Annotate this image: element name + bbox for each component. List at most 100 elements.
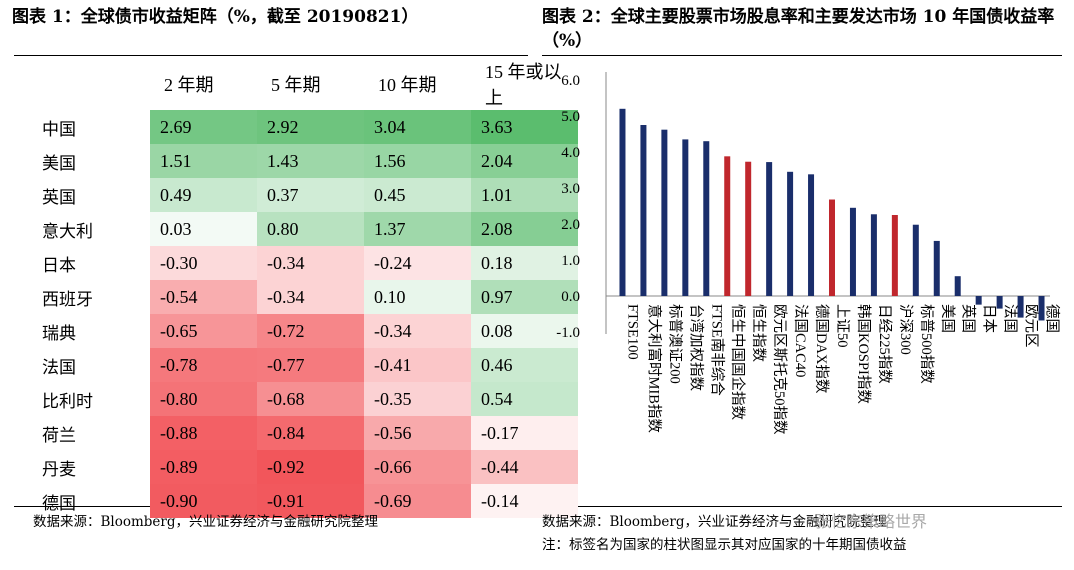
y-tick-label: 1.0 bbox=[561, 253, 580, 269]
value-cell: -0.80 bbox=[150, 382, 257, 416]
x-category-label: FTSE南非综合 bbox=[708, 304, 725, 396]
x-category-label: 韩国KOSPI指数 bbox=[855, 304, 872, 404]
column-header: 10 年期 bbox=[378, 75, 437, 95]
value-cell: -0.24 bbox=[364, 246, 471, 280]
row-label: 法国 bbox=[42, 357, 76, 378]
row-label: 意大利 bbox=[42, 221, 93, 242]
bar bbox=[933, 240, 940, 296]
x-category-label: 法国 bbox=[1002, 304, 1019, 333]
value-cell: -0.68 bbox=[257, 382, 364, 416]
bar bbox=[975, 296, 982, 305]
x-category-label: 沪深300 bbox=[897, 304, 914, 355]
table-row: 美国 1.51 1.43 1.56 2.04 bbox=[14, 144, 578, 178]
value-cell: -0.30 bbox=[150, 246, 257, 280]
value-cell: 1.43 bbox=[257, 144, 364, 178]
bar bbox=[745, 161, 752, 296]
value-cell: -0.90 bbox=[150, 484, 257, 518]
column-header: 15 年或以上 bbox=[485, 62, 562, 108]
value-cell: -0.91 bbox=[257, 484, 364, 518]
bar bbox=[1038, 296, 1045, 321]
bar bbox=[954, 276, 961, 296]
x-category-label: 法国CAC40 bbox=[792, 304, 809, 377]
bar bbox=[829, 199, 835, 296]
value-cell: 0.97 bbox=[471, 280, 578, 314]
bar bbox=[912, 224, 919, 296]
y-tick-label: 6.0 bbox=[561, 73, 580, 89]
x-category-label: 日本 bbox=[981, 304, 998, 333]
bar bbox=[996, 296, 1003, 309]
value-cell: -0.34 bbox=[257, 280, 364, 314]
value-cell: 1.37 bbox=[364, 212, 471, 246]
watermark-text: 张忆东策略世界 bbox=[815, 512, 928, 531]
value-cell: 1.01 bbox=[471, 178, 578, 212]
y-tick-label: 0.0 bbox=[561, 289, 580, 305]
table-row: 比利时 -0.80 -0.68 -0.35 0.54 bbox=[14, 382, 578, 416]
value-cell: 0.46 bbox=[471, 348, 578, 382]
row-label: 荷兰 bbox=[42, 425, 76, 446]
x-category-label: 恒生中国国企指数 bbox=[729, 304, 747, 420]
right-chart-note: 注：标签名为国家的柱状图显示其对应国家的十年期国债收益 bbox=[542, 537, 907, 553]
column-header: 5 年期 bbox=[271, 75, 321, 95]
value-cell: -0.69 bbox=[364, 484, 471, 518]
value-cell: -0.89 bbox=[150, 450, 257, 484]
bar bbox=[619, 108, 626, 296]
value-cell: 0.08 bbox=[471, 314, 578, 348]
value-cell: -0.35 bbox=[364, 382, 471, 416]
table-row: 西班牙 -0.54 -0.34 0.10 0.97 bbox=[14, 280, 578, 314]
value-cell: 0.49 bbox=[150, 178, 257, 212]
dividend-yield-bar-chart: 6.0 5.0 4.0 3.0 2.0 1.0 0.0 -1.0 FTSE100 意大利富时MIB… bbox=[556, 72, 1061, 435]
bar bbox=[870, 214, 877, 296]
y-tick-label: 3.0 bbox=[561, 181, 580, 197]
x-category-label: 意大利富时MIB指数 bbox=[645, 304, 663, 433]
row-label: 比利时 bbox=[42, 391, 93, 412]
value-cell: -0.54 bbox=[150, 280, 257, 314]
bar bbox=[891, 215, 898, 296]
value-cell: 3.63 bbox=[471, 110, 578, 144]
bar bbox=[787, 171, 794, 296]
x-category-label: 日经225指数 bbox=[876, 304, 893, 384]
value-cell: 0.10 bbox=[364, 280, 471, 314]
right-top-rule bbox=[542, 55, 1062, 56]
value-cell: 0.18 bbox=[471, 246, 578, 280]
row-label: 丹麦 bbox=[42, 459, 76, 480]
column-header: 2 年期 bbox=[164, 75, 214, 95]
yield-heatmap-table: 2 年期 5 年期 10 年期 15 年或以上 中国 2.69 2.92 3.04 3.… bbox=[14, 58, 578, 518]
value-cell: -0.78 bbox=[150, 348, 257, 382]
value-cell: -0.84 bbox=[257, 416, 364, 450]
table-row: 英国 0.49 0.37 0.45 1.01 bbox=[14, 178, 578, 212]
x-category-label: 美国 bbox=[939, 304, 956, 333]
value-cell: -0.41 bbox=[364, 348, 471, 382]
value-cell: 0.54 bbox=[471, 382, 578, 416]
bar bbox=[849, 207, 856, 296]
right-source-note: 数据来源：Bloomberg，兴业证券经济与金融研究院整理 bbox=[542, 514, 888, 530]
value-cell: -0.44 bbox=[471, 450, 578, 484]
value-cell: -0.65 bbox=[150, 314, 257, 348]
row-label: 美国 bbox=[42, 153, 76, 174]
x-category-label: 英国 bbox=[960, 304, 978, 333]
value-cell: -0.77 bbox=[257, 348, 364, 382]
x-category-label: 台湾加权指数 bbox=[687, 304, 704, 391]
row-label: 瑞典 bbox=[42, 323, 76, 344]
x-category-label: 欧元区 bbox=[1023, 304, 1040, 347]
bar bbox=[703, 141, 710, 296]
row-label: 英国 bbox=[42, 187, 76, 208]
value-cell: -0.72 bbox=[257, 314, 364, 348]
table-row: 丹麦 -0.89 -0.92 -0.66 -0.44 bbox=[14, 450, 578, 484]
value-cell: -0.66 bbox=[364, 450, 471, 484]
x-category-label: 标普澳证200 bbox=[666, 304, 683, 384]
table-row: 意大利 0.03 0.80 1.37 2.08 bbox=[14, 212, 578, 246]
left-top-rule bbox=[14, 55, 528, 56]
bar bbox=[766, 162, 773, 296]
x-category-label: 恒生指数 bbox=[750, 304, 767, 362]
value-cell: -0.17 bbox=[471, 416, 578, 450]
value-cell: 0.03 bbox=[150, 212, 257, 246]
table-row: 德国 -0.90 -0.91 -0.69 -0.14 bbox=[14, 484, 578, 518]
x-category-label: 标普500指数 bbox=[918, 304, 935, 384]
y-tick-label: 2.0 bbox=[561, 217, 580, 233]
value-cell: 2.92 bbox=[257, 110, 364, 144]
right-chart-title: 图表 2：全球主要股票市场股息率和主要发达市场 10 年国债收益率（%） bbox=[542, 7, 1055, 51]
left-chart-title: 图表 1：全球债市收益矩阵（%，截至 20190821） bbox=[12, 7, 419, 27]
value-cell: 1.51 bbox=[150, 144, 257, 178]
y-tick-label: 4.0 bbox=[561, 145, 580, 161]
corner-cell bbox=[14, 58, 150, 110]
